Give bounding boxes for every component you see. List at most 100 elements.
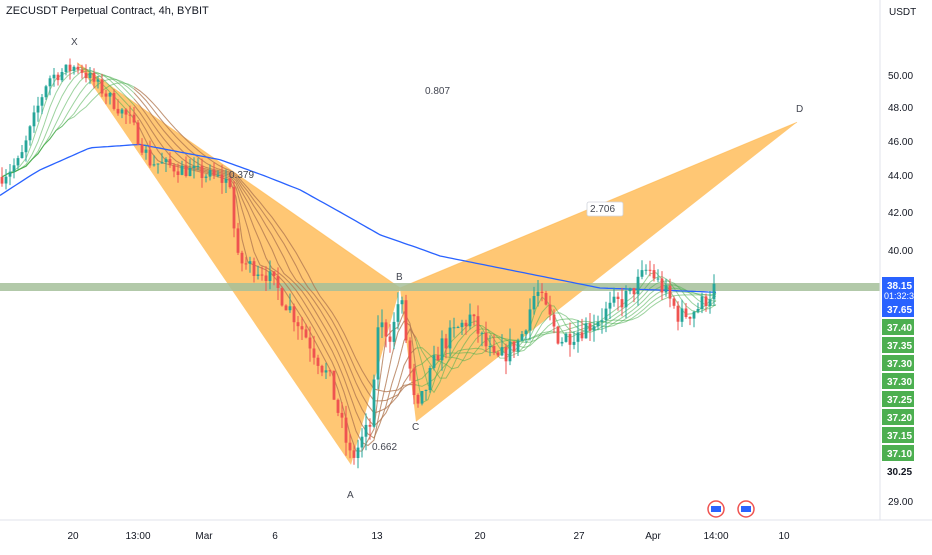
candle-body (668, 285, 672, 299)
price-tag-bg (882, 319, 914, 335)
candle-body (44, 86, 48, 98)
candle-body (112, 93, 116, 109)
time-axis[interactable]: 20 13:00 Mar 6 13 20 27 Apr 14:00 10 (0, 519, 932, 542)
candle-body (328, 370, 332, 372)
candle-body (488, 346, 492, 348)
candle-body (152, 164, 156, 166)
candle-body (60, 72, 64, 81)
candle-body (524, 330, 528, 335)
candle-body (308, 337, 312, 349)
candle-body (492, 346, 496, 353)
candle-body (452, 327, 456, 329)
candle-body (548, 304, 552, 315)
candle-body (104, 93, 108, 97)
candle-body (300, 326, 304, 330)
candle-body (704, 296, 708, 306)
candle-body (288, 306, 292, 311)
candle-body (224, 178, 228, 183)
candle-body (680, 308, 684, 322)
candle-body (136, 122, 140, 145)
y-tick-label: 40.00 (888, 246, 913, 257)
candle-body (600, 320, 604, 322)
event-markers[interactable] (707, 500, 755, 518)
candle-body (584, 323, 588, 339)
candle-body (28, 126, 32, 141)
candle-body (240, 252, 244, 264)
candles (0, 58, 716, 469)
candle-body (4, 176, 8, 184)
candle-body (596, 321, 600, 327)
ribbon-line-bear (133, 86, 417, 393)
flag-icon (711, 506, 721, 512)
ribbon-line-bear (133, 88, 417, 402)
ratio-label-xb: 0.379 (229, 170, 254, 181)
candle-body (84, 72, 88, 79)
price-tag: 37.30 (887, 359, 912, 370)
candle-body (372, 379, 376, 427)
candle-body (684, 308, 688, 317)
candle-body (696, 309, 700, 312)
candle-body (388, 336, 392, 342)
candle-body (36, 105, 40, 113)
axis-currency[interactable]: USDT (889, 7, 917, 18)
candle-body (660, 278, 664, 293)
x-tick-label: 13 (371, 531, 383, 542)
candle-body (384, 322, 388, 337)
horizontal-zone[interactable] (0, 283, 880, 291)
candle-body (312, 348, 316, 358)
point-label-c: C (412, 422, 419, 433)
price-axis[interactable]: 50.0048.0046.0044.0042.0040.0038.0029.00… (879, 0, 919, 520)
candle-body (400, 300, 404, 305)
candle-body (184, 165, 188, 176)
candle-body (516, 340, 520, 352)
harmonic-pattern[interactable] (76, 62, 798, 465)
candle-body (556, 326, 560, 344)
candle-body (508, 341, 512, 362)
candle-body (560, 341, 564, 344)
candle-body (700, 296, 704, 309)
candle-body (228, 178, 232, 188)
candle-body (304, 329, 308, 338)
candle-body (168, 159, 172, 166)
candle-body (472, 314, 476, 317)
candle-body (16, 158, 20, 166)
candle-body (244, 263, 248, 265)
candle-body (636, 276, 640, 295)
candle-body (408, 340, 412, 369)
candle-body (344, 417, 348, 443)
candle-body (236, 228, 240, 253)
point-label-b: B (396, 272, 403, 283)
candle-body (140, 144, 144, 153)
x-tick-label: 20 (474, 531, 486, 542)
candle-body (52, 74, 56, 79)
price-tag: 38.15 (887, 281, 912, 292)
candle-body (456, 327, 460, 329)
candle-body (652, 270, 656, 279)
candle-body (32, 112, 36, 127)
candle-body (444, 338, 448, 349)
candle-body (432, 355, 436, 368)
candle-body (72, 66, 76, 71)
candle-body (528, 309, 532, 331)
candle-body (248, 261, 252, 264)
candle-body (120, 109, 124, 114)
candle-body (588, 323, 592, 331)
candle-body (376, 327, 380, 380)
price-tag: 37.15 (887, 431, 912, 442)
candle-body (0, 176, 4, 184)
candle-body (448, 327, 452, 349)
symbol-title[interactable]: ZECUSDT Perpetual Contract, 4h, BYBIT (6, 5, 209, 17)
candle-body (500, 347, 504, 356)
point-label-a: A (347, 490, 354, 501)
candle-body (192, 166, 196, 168)
candle-body (424, 389, 428, 391)
y-tick-label: 44.00 (888, 171, 913, 182)
candle-body (712, 283, 716, 300)
candle-body (92, 72, 96, 82)
candle-body (128, 114, 132, 116)
candle-body (272, 271, 276, 277)
candle-body (576, 332, 580, 342)
candle-body (156, 163, 160, 165)
